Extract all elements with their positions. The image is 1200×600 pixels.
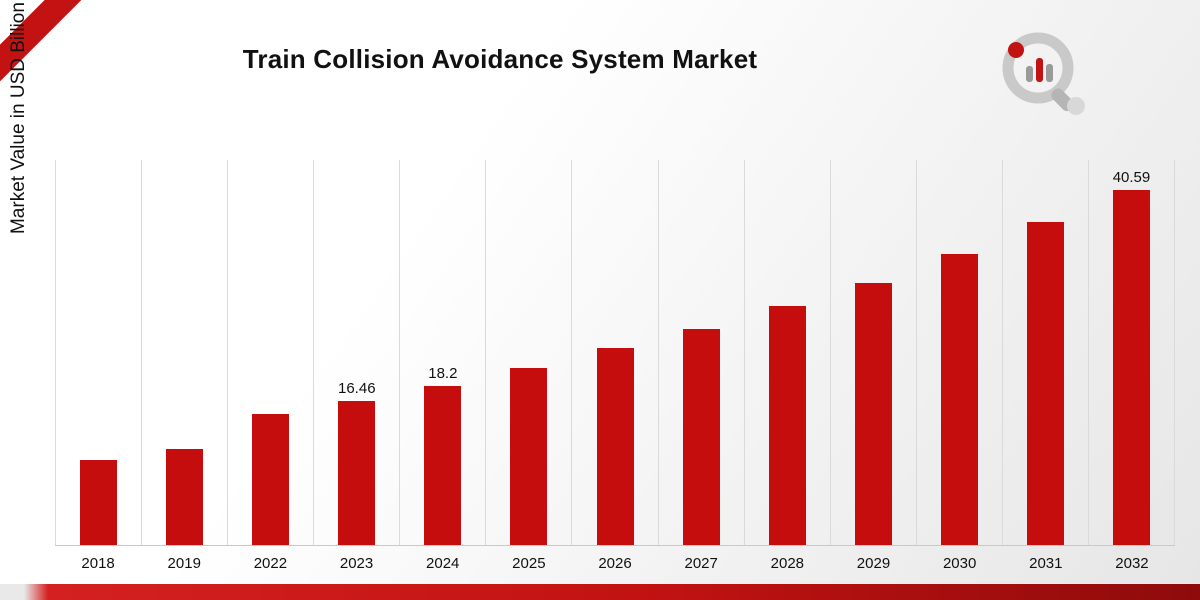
bar-2025 xyxy=(510,368,548,545)
plot-area: 16.46 18.2 40.59 xyxy=(55,160,1176,546)
logo-bar-3 xyxy=(1046,64,1053,82)
bar-2022 xyxy=(252,413,290,545)
bar-2030 xyxy=(940,253,978,545)
x-tick-label-2031: 2031 xyxy=(1029,555,1063,572)
x-tick-label-2018: 2018 xyxy=(81,555,115,572)
logo-handle-end xyxy=(1067,97,1085,115)
market-research-future-logo xyxy=(1002,32,1085,115)
bar-2029 xyxy=(854,282,892,545)
x-tick-label-2026: 2026 xyxy=(598,555,632,572)
bar-2024 xyxy=(424,385,462,545)
x-tick-label-2019: 2019 xyxy=(167,555,201,572)
bar-2027 xyxy=(682,328,720,545)
chart-column-2018 xyxy=(55,160,141,545)
x-tick-label-2030: 2030 xyxy=(942,555,977,572)
x-tick-label-2022: 2022 xyxy=(253,555,288,572)
logo-magnifier-ring xyxy=(1002,32,1074,104)
chart-area: 16.46 18.2 40.59 2018 2019 2022 2023 2024 2025 2… xyxy=(55,160,1176,572)
x-tick-label-2032: 2032 xyxy=(1115,555,1149,572)
chart-column-2026 xyxy=(571,160,657,545)
bottom-red-band xyxy=(0,584,1200,600)
chart-column-2028 xyxy=(743,160,830,545)
logo-bar-2 xyxy=(1036,58,1043,82)
chart-column-2029 xyxy=(829,160,916,545)
chart-column-2031 xyxy=(1001,160,1088,545)
x-tick-label-2023: 2023 xyxy=(339,555,374,572)
chart-column-2022 xyxy=(227,160,313,545)
chart-column-2032: 40.59 xyxy=(1087,160,1176,545)
x-tick-label-2025: 2025 xyxy=(512,555,546,572)
bar-value-label-2023: 16.46 xyxy=(338,379,376,397)
bar-2018 xyxy=(80,460,118,545)
chart-title: Train Collision Avoidance System Market xyxy=(242,44,758,74)
bar-2023 xyxy=(338,400,376,545)
chart-column-2024: 18.2 xyxy=(399,160,485,545)
x-tick-label-2029: 2029 xyxy=(856,555,891,572)
x-axis-tick-row: 2018 2019 2022 2023 2024 2025 2026 2027 2028 2029… xyxy=(55,546,1175,572)
x-tick-label-2028: 2028 xyxy=(770,555,805,572)
bar-2019 xyxy=(166,448,204,545)
chart-column-2030 xyxy=(915,160,1002,545)
y-axis-label: Market Value in USD Billion xyxy=(8,2,29,235)
chart-column-2023: 16.46 xyxy=(313,160,399,545)
x-tick-label-2024: 2024 xyxy=(426,555,460,572)
bar-2026 xyxy=(596,348,634,545)
bar-2031 xyxy=(1026,222,1064,545)
bar-value-label-2024: 18.2 xyxy=(428,364,458,382)
bar-value-label-2032: 40.59 xyxy=(1112,168,1151,186)
chart-column-2019 xyxy=(141,160,227,545)
bar-2028 xyxy=(768,306,806,545)
chart-column-2027 xyxy=(657,160,744,545)
bar-2032 xyxy=(1112,189,1150,545)
logo-bar-1 xyxy=(1026,66,1033,82)
chart-column-2025 xyxy=(485,160,571,545)
logo-red-dot xyxy=(1008,42,1024,58)
x-tick-label-2027: 2027 xyxy=(684,555,718,572)
